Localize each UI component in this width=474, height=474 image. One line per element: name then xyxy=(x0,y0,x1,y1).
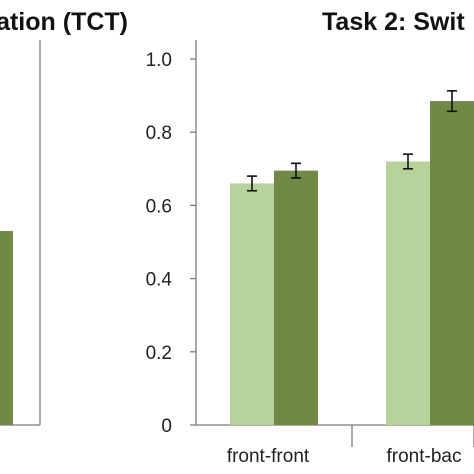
bar xyxy=(230,183,274,425)
right-chart-title: Task 2: Swit xyxy=(322,8,465,36)
y-tick-label: 0.8 xyxy=(146,123,172,144)
left-bar-dark xyxy=(0,231,13,425)
bar xyxy=(430,101,474,425)
right-chart-plot: 0 0.2 0.4 0.6 0.8 1.0 front-front front-bac xyxy=(146,40,474,467)
bar xyxy=(274,170,318,425)
y-tick-label: 0.6 xyxy=(146,196,172,217)
y-tick-label: 0.2 xyxy=(146,343,172,364)
left-chart-title: ation (TCT) xyxy=(0,8,128,36)
y-tick-label: 0.4 xyxy=(146,270,173,291)
x-category-label: front-front xyxy=(227,446,310,467)
y-tick-label: 0 xyxy=(161,416,172,437)
x-category-label: front-bac xyxy=(387,446,462,467)
bar xyxy=(386,161,430,426)
y-tick-label: 1.0 xyxy=(146,50,172,71)
left-chart-plot xyxy=(0,40,41,426)
